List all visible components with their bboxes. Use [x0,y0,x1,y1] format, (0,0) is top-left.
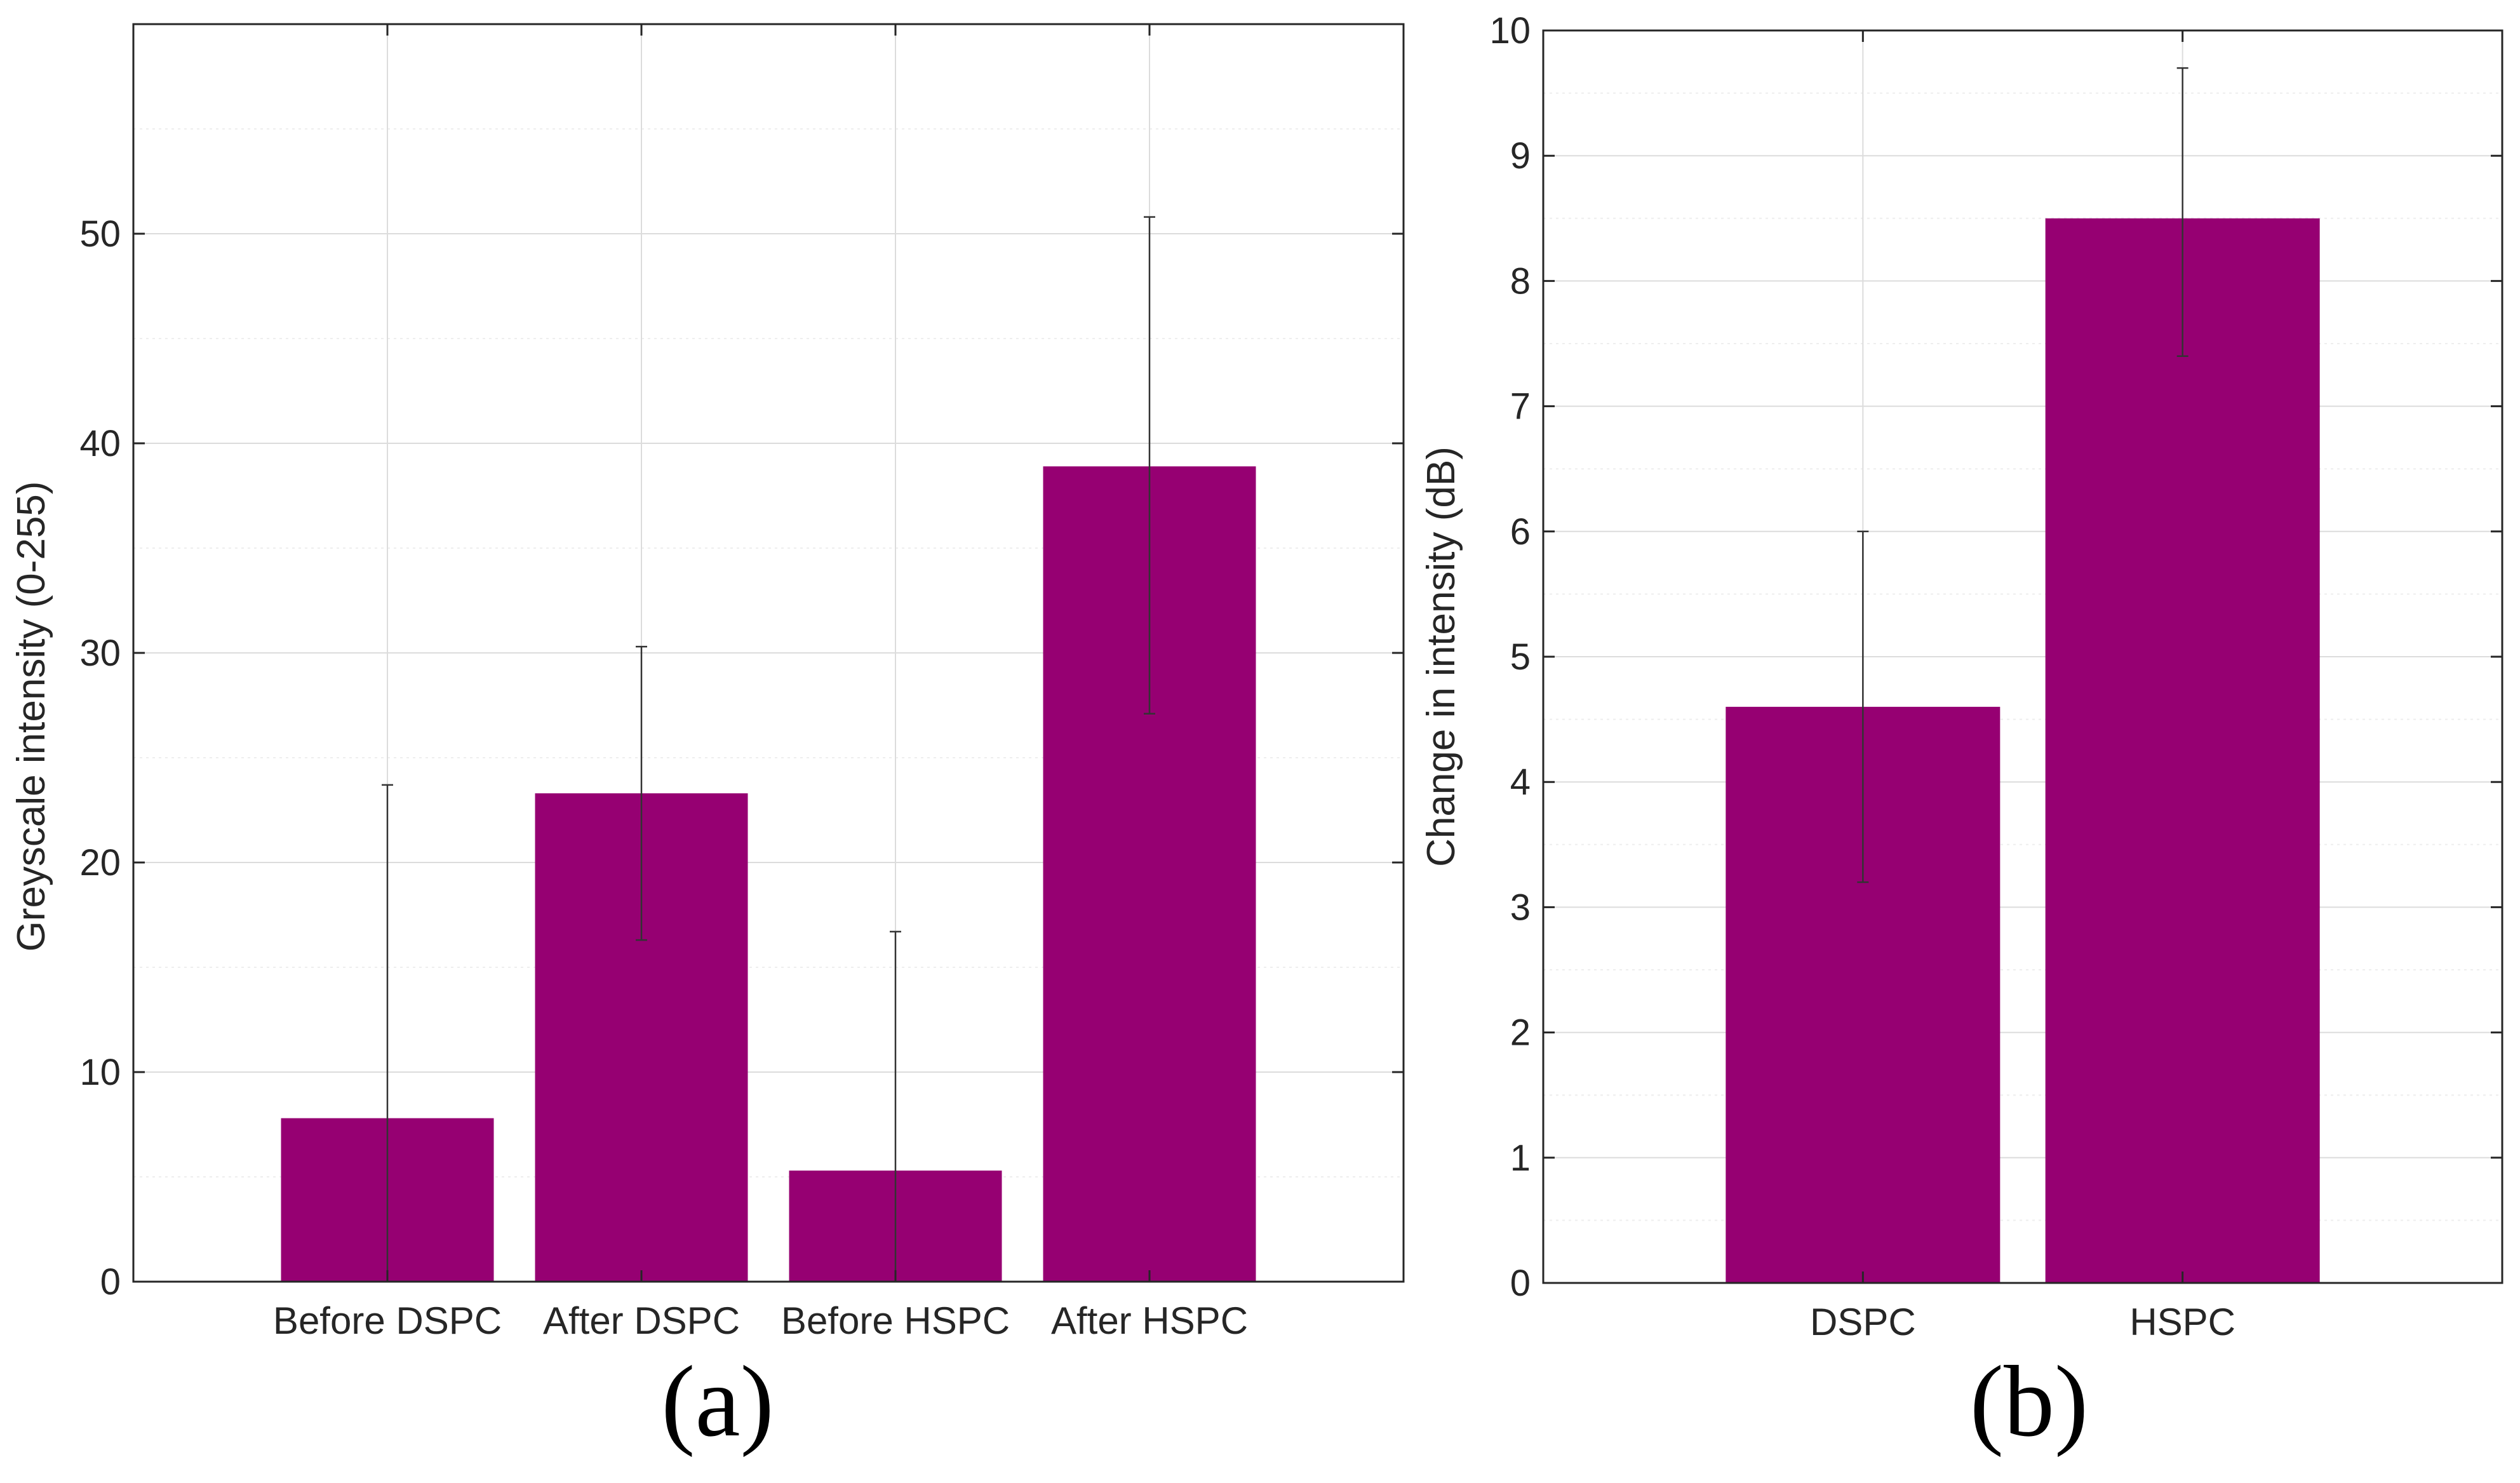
y-tick-label: 40 [79,423,121,464]
x-tick-label-before-hspc: Before HSPC [781,1299,1010,1342]
y-tick-label: 10 [1489,10,1531,51]
y-tick-label: 7 [1510,386,1531,427]
y-tick-label: 5 [1510,636,1531,678]
y-axis-label: Greyscale intensity (0-255) [10,481,53,952]
x-tick-label-before-dspc: Before DSPC [273,1299,502,1342]
y-tick-label: 2 [1510,1012,1531,1054]
y-tick-label: 20 [79,842,121,883]
y-tick-label: 1 [1510,1137,1531,1179]
chart-panel-b: 0 1 2 3 4 5 6 7 8 9 10 DSPC HSPC Change in intensity … [1419,10,2503,1458]
y-tick-label: 0 [100,1261,121,1303]
x-tick-label-hspc: HSPC [2129,1301,2235,1343]
x-tick-label-after-dspc: After DSPC [543,1299,740,1342]
y-tick-label: 9 [1510,135,1531,177]
y-tick-label: 0 [1510,1263,1531,1304]
y-tick-label: 30 [79,633,121,674]
y-tick-label: 8 [1510,260,1531,302]
chart-panel-a: 0 10 20 30 40 50 Before DSPC After DSPC Before H… [10,23,1405,1458]
bar-hspc [2045,218,2320,1283]
panel-label: (a) [661,1345,774,1458]
y-tick-label: 50 [79,213,121,255]
y-tick-label: 6 [1510,511,1531,553]
y-tick-label: 4 [1510,762,1531,803]
y-axis-label: Change in intensity (dB) [1419,446,1463,867]
y-tick-label: 3 [1510,887,1531,928]
x-tick-label-after-hspc: After HSPC [1051,1299,1248,1342]
y-tick-label: 10 [79,1052,121,1093]
x-tick-label-dspc: DSPC [1810,1301,1916,1343]
panel-label: (b) [1970,1345,2089,1458]
